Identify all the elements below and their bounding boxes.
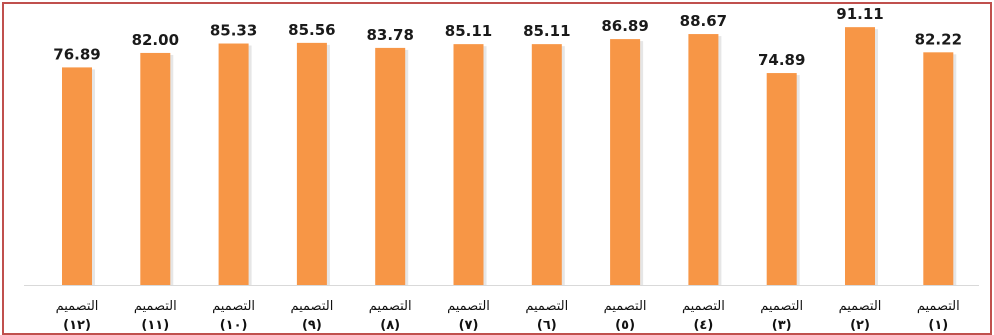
- data-label: 85.56: [288, 21, 335, 39]
- x-tick-label-number: (١٢): [63, 318, 91, 333]
- x-tick-label: التصميم: [525, 299, 568, 314]
- bar: [845, 27, 875, 286]
- bar: [688, 34, 719, 285]
- data-label: 85.11: [523, 22, 570, 40]
- x-tick-label: التصميم: [447, 299, 490, 314]
- x-tick-label-number: (٣): [772, 318, 792, 333]
- x-tick-label-number: (١١): [141, 318, 169, 333]
- x-tick-label-number: (٢): [850, 318, 870, 333]
- x-tick-label: التصميم: [369, 299, 412, 314]
- data-label: 82.00: [132, 31, 179, 49]
- data-label: 88.67: [680, 12, 727, 30]
- bar: [531, 44, 562, 285]
- x-tick-label: التصميم: [682, 299, 725, 314]
- x-tick-label: التصميم: [212, 299, 255, 314]
- x-tick-label: التصميم: [760, 299, 803, 314]
- data-label: 83.78: [366, 26, 413, 44]
- bar: [453, 44, 484, 285]
- x-tick-label-number: (٨): [380, 318, 400, 333]
- data-label: 74.89: [758, 51, 805, 69]
- x-tick-label: التصميم: [839, 299, 882, 314]
- x-tick-label: التصميم: [290, 299, 333, 314]
- x-tick-label: التصميم: [917, 299, 960, 314]
- bar: [766, 73, 797, 285]
- data-label: 82.22: [915, 30, 962, 48]
- bar: [610, 39, 641, 285]
- x-tick-label-number: (٤): [693, 318, 713, 333]
- data-label: 86.89: [601, 17, 648, 35]
- bar-chart: 76.89 التصميم (١٢) 82.00 التصميم (١١) 85.33 الت…: [24, 5, 979, 333]
- bar: [296, 42, 327, 285]
- x-tick-label: التصميم: [56, 299, 99, 314]
- x-tick-label-number: (٩): [302, 318, 322, 333]
- bar: [923, 52, 954, 285]
- data-label: 85.11: [445, 22, 492, 40]
- bar: [62, 67, 92, 285]
- bar: [140, 52, 171, 285]
- bar: [375, 47, 406, 285]
- x-tick-label-number: (١): [928, 318, 948, 333]
- x-tick-label: التصميم: [134, 299, 177, 314]
- x-tick-label-number: (٦): [537, 318, 557, 333]
- data-label: 91.11: [836, 5, 883, 23]
- x-tick-label-number: (٥): [615, 318, 635, 333]
- data-label: 76.89: [53, 45, 100, 63]
- bar: [218, 43, 249, 286]
- x-tick-label: التصميم: [604, 299, 647, 314]
- x-tick-label-number: (٧): [459, 318, 479, 333]
- data-label: 85.33: [210, 22, 257, 40]
- x-tick-label-number: (١٠): [220, 318, 248, 333]
